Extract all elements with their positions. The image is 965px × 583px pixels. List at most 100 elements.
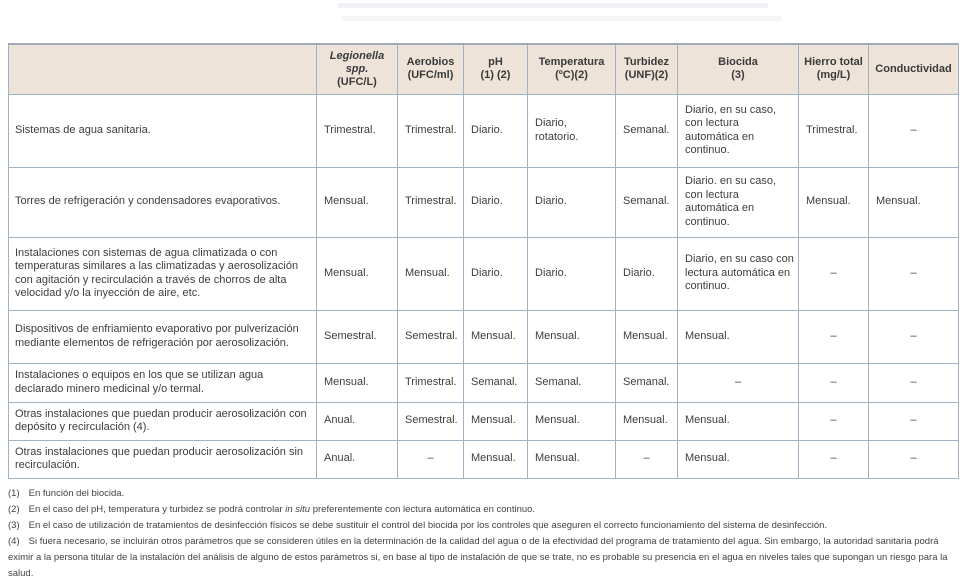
column-unit: (UFC/L) (337, 75, 377, 88)
frequency-cell: Diario. (463, 93, 528, 168)
frequency-cell: Mensual. (463, 401, 528, 441)
frequency-cell: – (868, 93, 959, 168)
column-title: Hierro total (804, 56, 863, 69)
frequency-cell: Mensual. (677, 439, 799, 479)
footnote-2: (2) En el caso del pH, temperatura y turb… (8, 502, 958, 518)
frequency-cell: – (798, 236, 869, 311)
column-header-legionella: Legionella spp. (UFC/L) (316, 43, 398, 95)
frequency-cell: – (615, 439, 678, 479)
frequency-cell: – (677, 362, 799, 403)
column-title: Conductividad (875, 62, 952, 75)
frequency-cell: Semestral. (316, 309, 398, 364)
footnote-text: En el caso de utilización de tratamiento… (28, 520, 828, 531)
frequency-cell: Semanal. (615, 93, 678, 168)
footnote-3: (3) En el caso de utilización de tratamie… (8, 518, 958, 534)
footnote-number: (4) (8, 536, 20, 547)
column-unit: (mg/L) (816, 69, 851, 82)
table-header-row: Legionella spp. (UFC/L) Aerobios (UFC/ml) pH… (8, 43, 959, 95)
row-label: Otras instalaciones que puedan producir … (8, 401, 317, 441)
frequency-cell: Trimestral. (397, 166, 464, 238)
frequency-cell: – (868, 362, 959, 403)
frequency-cell: – (798, 439, 869, 479)
table-row: Dispositivos de enfriamiento evaporativo… (8, 309, 959, 364)
footnote-text: Si fuera necesario, se incluirán otros p… (8, 536, 948, 579)
frequency-cell: Trimestral. (798, 93, 869, 168)
footnote-1: (1) En función del biocida. (8, 486, 958, 502)
footnote-4: (4) Si fuera necesario, se incluirán otro… (8, 534, 958, 582)
column-header-installation (8, 43, 317, 95)
frequency-cell: Trimestral. (397, 93, 464, 168)
frequency-cell: Mensual. (527, 401, 616, 441)
frequency-cell: – (798, 362, 869, 403)
column-title: Temperatura (538, 56, 605, 69)
frequency-cell: Mensual. (615, 309, 678, 364)
table-row: Instalaciones con sistemas de agua clima… (8, 236, 959, 311)
column-header-hierro-total: Hierro total (mg/L) (798, 43, 869, 95)
column-title: Aerobios (406, 56, 455, 69)
column-title: Legionella spp. (329, 49, 385, 75)
frequency-cell: – (868, 401, 959, 441)
column-unit: (UNF)(2) (624, 69, 669, 82)
column-unit: (3) (731, 69, 745, 82)
frequency-cell: Semanal. (615, 166, 678, 238)
frequency-cell: – (868, 309, 959, 364)
column-header-temperatura: Temperatura (ºC)(2) (527, 43, 616, 95)
footnote-number: (3) (8, 520, 20, 531)
frequency-cell: – (397, 439, 464, 479)
column-unit: (1) (2) (480, 69, 511, 82)
frequency-cell: Mensual. (463, 309, 528, 364)
frequency-cell: Mensual. (316, 362, 398, 403)
frequency-cell: Mensual. (463, 439, 528, 479)
frequency-cell: – (798, 401, 869, 441)
column-unit: (UFC/ml) (407, 69, 454, 82)
column-title: Biocida (718, 56, 758, 69)
row-label: Sistemas de agua sanitaria. (8, 93, 317, 168)
frequency-cell: Anual. (316, 439, 398, 479)
row-label: Instalaciones o equipos en los que se ut… (8, 362, 317, 403)
frequency-cell: Semestral. (397, 309, 464, 364)
frequency-cell: Mensual. (397, 236, 464, 311)
footnotes: (1) En función del biocida. (2) En el caso … (8, 486, 958, 582)
row-label: Otras instalaciones que puedan producir … (8, 439, 317, 479)
frequency-cell: Diario, en su caso, con lectura automáti… (677, 93, 799, 168)
frequency-cell: Mensual. (677, 309, 799, 364)
frequency-cell: Semanal. (527, 362, 616, 403)
frequency-cell: Semanal. (615, 362, 678, 403)
frequency-cell: – (868, 439, 959, 479)
monitoring-frequency-table: Legionella spp. (UFC/L) Aerobios (UFC/ml) pH… (8, 43, 959, 479)
frequency-cell: Diario, rotatorio. (527, 93, 616, 168)
frequency-cell: Diario. en su caso, con lectura automáti… (677, 166, 799, 238)
frequency-cell: Mensual. (527, 439, 616, 479)
row-label: Dispositivos de enfriamiento evaporativo… (8, 309, 317, 364)
table-row: Sistemas de agua sanitaria. Trimestral. Tr… (8, 93, 959, 168)
frequency-cell: Diario. (463, 236, 528, 311)
frequency-cell: Mensual. (615, 401, 678, 441)
table-row: Torres de refrigeración y condensadores … (8, 166, 959, 238)
table-row: Instalaciones o equipos en los que se ut… (8, 362, 959, 403)
frequency-cell: Anual. (316, 401, 398, 441)
table-row: Otras instalaciones que puedan producir … (8, 439, 959, 479)
faded-text-artifact (338, 3, 768, 8)
frequency-cell: Trimestral. (316, 93, 398, 168)
table-row: Otras instalaciones que puedan producir … (8, 401, 959, 441)
frequency-cell: Diario. (463, 166, 528, 238)
frequency-cell: Diario. (615, 236, 678, 311)
frequency-cell: Mensual. (527, 309, 616, 364)
column-header-ph: pH (1) (2) (463, 43, 528, 95)
footnote-text: En función del biocida. (28, 488, 125, 499)
frequency-cell: Semanal. (463, 362, 528, 403)
column-title: pH (488, 56, 503, 69)
frequency-cell: – (868, 236, 959, 311)
frequency-cell: Trimestral. (397, 362, 464, 403)
frequency-cell: Mensual. (798, 166, 869, 238)
frequency-cell: Mensual. (316, 236, 398, 311)
frequency-cell: – (798, 309, 869, 364)
column-header-turbidez: Turbidez (UNF)(2) (615, 43, 678, 95)
frequency-cell: Mensual. (868, 166, 959, 238)
row-label: Instalaciones con sistemas de agua clima… (8, 236, 317, 311)
frequency-cell: Diario, en su caso con lectura automátic… (677, 236, 799, 311)
frequency-cell: Mensual. (316, 166, 398, 238)
frequency-cell: Semestral. (397, 401, 464, 441)
footnote-text: En el caso del pH, temperatura y turbide… (28, 504, 286, 515)
column-header-conductividad: Conductividad (868, 43, 959, 95)
